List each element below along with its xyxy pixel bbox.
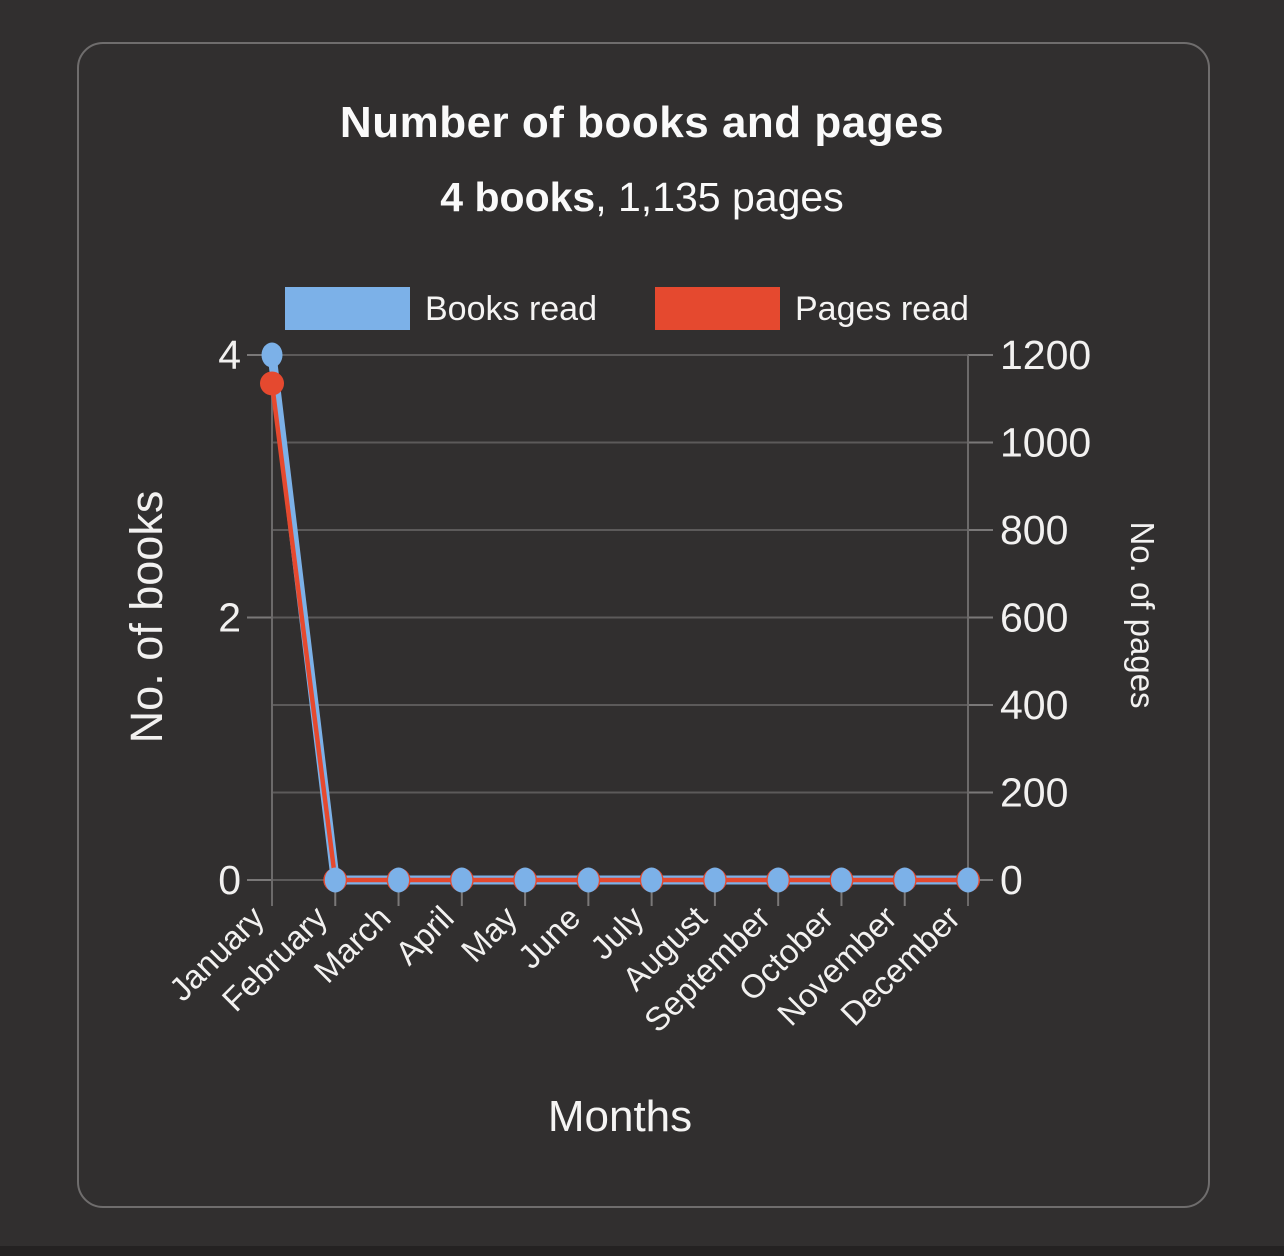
x-axis-title: Months — [547, 1092, 693, 1141]
data-point-books-january[interactable] — [261, 342, 283, 368]
data-point-pages-january[interactable] — [260, 371, 284, 396]
data-point-books-march[interactable] — [388, 867, 410, 893]
series-line-pages — [269, 381, 971, 883]
chart-title: Number of books and pages — [339, 98, 945, 147]
y-tick-label-left: 2 — [218, 595, 241, 641]
data-point-books-december[interactable] — [957, 867, 979, 893]
y-tick-label-right: 400 — [1000, 682, 1068, 728]
data-point-books-may[interactable] — [514, 867, 536, 893]
y-tick-label-right: 200 — [1000, 770, 1068, 816]
legend-item-books-read[interactable]: Books read — [285, 287, 625, 330]
x-tick-label-may: May — [454, 898, 525, 969]
y-tick-label-right: 800 — [1000, 507, 1068, 553]
data-point-books-july[interactable] — [641, 867, 663, 893]
y-tick-label-right: 0 — [1000, 857, 1023, 903]
y-tick-label-left: 0 — [218, 857, 241, 903]
data-point-books-august[interactable] — [704, 867, 726, 893]
subtitle-pages-count: , 1,135 pages — [595, 174, 844, 220]
x-tick-label-april: April — [388, 899, 461, 972]
data-point-books-february[interactable] — [324, 867, 346, 893]
chart-card — [77, 42, 1210, 1208]
legend-label-books-read[interactable]: Books read — [425, 290, 597, 328]
y-axis-title-right: No. of pages — [1124, 521, 1161, 708]
y-tick-label-right: 1200 — [1000, 332, 1091, 378]
legend-item-pages-read[interactable]: Pages read — [655, 287, 1000, 330]
bottom-bar — [0, 1246, 1284, 1256]
legend-swatch-pages-read[interactable] — [655, 287, 780, 330]
data-point-books-september[interactable] — [767, 867, 789, 893]
data-point-books-april[interactable] — [451, 867, 473, 893]
legend-swatch-books-read[interactable] — [285, 287, 410, 330]
subtitle-books-count: 4 books — [440, 174, 596, 220]
x-tick-label-june: June — [511, 899, 588, 976]
y-tick-label-right: 600 — [1000, 595, 1068, 641]
data-point-books-june[interactable] — [577, 867, 599, 893]
y-axis-title-left: No. of books — [121, 491, 172, 744]
y-tick-label-left: 4 — [218, 332, 241, 378]
chart-subtitle: 4 books, 1,135 pages — [0, 174, 1284, 221]
data-point-books-november[interactable] — [894, 867, 916, 893]
y-tick-label-right: 1000 — [1000, 420, 1091, 466]
data-point-books-october[interactable] — [830, 867, 852, 893]
legend-label-pages-read[interactable]: Pages read — [795, 290, 969, 328]
